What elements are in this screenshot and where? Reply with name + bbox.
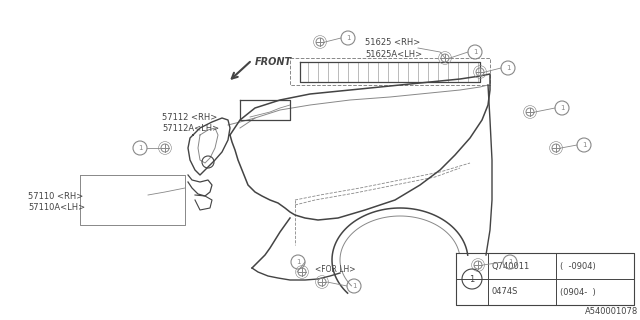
Text: 1: 1: [473, 49, 477, 55]
Text: A540001078: A540001078: [585, 307, 638, 316]
Text: 57112A<LH>: 57112A<LH>: [162, 124, 219, 133]
Text: Q740011: Q740011: [492, 261, 531, 270]
Text: 51625A<LH>: 51625A<LH>: [365, 50, 422, 59]
Text: 1: 1: [508, 259, 512, 265]
Text: 1: 1: [469, 275, 475, 284]
Text: 1: 1: [560, 105, 564, 111]
Text: 57112 <RH>: 57112 <RH>: [162, 113, 217, 122]
Text: (  -0904): ( -0904): [560, 261, 596, 270]
Text: 1: 1: [582, 142, 586, 148]
Text: 0474S: 0474S: [492, 287, 518, 297]
Text: 1: 1: [506, 65, 510, 71]
Text: FRONT: FRONT: [255, 57, 292, 67]
Text: 51625 <RH>: 51625 <RH>: [365, 38, 420, 47]
Text: 1: 1: [138, 145, 142, 151]
Text: <FOR LH>: <FOR LH>: [315, 266, 355, 275]
Text: 1: 1: [352, 283, 356, 289]
Text: 57110A<LH>: 57110A<LH>: [28, 203, 85, 212]
Text: 1: 1: [296, 259, 300, 265]
Text: 1: 1: [346, 35, 350, 41]
Text: (0904-  ): (0904- ): [560, 287, 596, 297]
Text: 57110 <RH>: 57110 <RH>: [28, 192, 83, 201]
